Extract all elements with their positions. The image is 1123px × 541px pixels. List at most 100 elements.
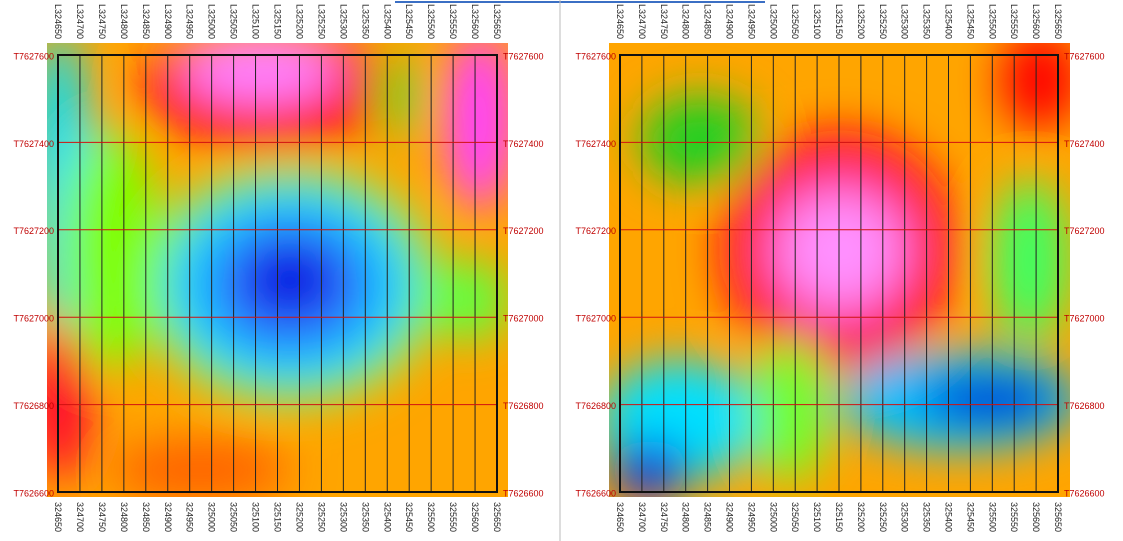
tie-label-left: T7627400 [13, 139, 54, 149]
line-label-bottom: 325350 [922, 502, 932, 532]
tie-label-left: T7626600 [575, 488, 616, 498]
tie-label-left: T7627200 [13, 226, 54, 236]
line-label-top: L324850 [141, 4, 151, 39]
tie-label-left: T7626600 [13, 488, 54, 498]
line-label-top: L325650 [492, 4, 502, 39]
line-label-top: L324950 [746, 4, 756, 39]
line-label-top: L325450 [965, 4, 975, 39]
line-label-top: L325150 [273, 4, 283, 39]
line-label-top: L325000 [768, 4, 778, 39]
tie-label-right: T7627000 [1064, 314, 1105, 324]
line-label-bottom: 325250 [878, 502, 888, 532]
line-label-bottom: 325100 [812, 502, 822, 532]
line-label-top: L325100 [812, 4, 822, 39]
line-label-top: L325050 [229, 4, 239, 39]
line-label-top: L325350 [922, 4, 932, 39]
line-label-bottom: 325450 [965, 502, 975, 532]
line-label-top: L324750 [659, 4, 669, 39]
line-label-top: L325600 [1031, 4, 1041, 39]
line-label-bottom: 325150 [834, 502, 844, 532]
line-label-top: L325600 [470, 4, 480, 39]
line-label-bottom: 325200 [856, 502, 866, 532]
line-label-bottom: 324750 [97, 502, 107, 532]
line-label-bottom: 325050 [229, 502, 239, 532]
line-label-top: L324900 [725, 4, 735, 39]
line-label-top: L325550 [448, 4, 458, 39]
tie-label-right: T7626800 [1064, 401, 1105, 411]
line-label-top: L324900 [163, 4, 173, 39]
tie-label-left: T7627600 [575, 51, 616, 61]
line-label-bottom: 324800 [681, 502, 691, 532]
line-label-top: L325500 [987, 4, 997, 39]
line-label-bottom: 324700 [637, 502, 647, 532]
frame [619, 54, 1059, 493]
line-label-bottom: 325000 [768, 502, 778, 532]
line-label-bottom: 325550 [1009, 502, 1019, 532]
line-label-top: L324650 [615, 4, 625, 39]
line-label-top: L325350 [360, 4, 370, 39]
line-label-top: L324800 [119, 4, 129, 39]
tie-label-right: T7627600 [1064, 51, 1105, 61]
line-label-bottom: 325600 [470, 502, 480, 532]
tie-label-right: T7627400 [503, 139, 544, 149]
tie-label-left: T7626800 [13, 401, 54, 411]
line-label-top: L324750 [97, 4, 107, 39]
line-label-top: L325150 [834, 4, 844, 39]
line-label-bottom: 325250 [316, 502, 326, 532]
line-label-bottom: 325650 [1053, 502, 1063, 532]
line-label-top: L325200 [294, 4, 304, 39]
line-label-bottom: 324700 [75, 502, 85, 532]
line-label-top: L325550 [1009, 4, 1019, 39]
line-label-top: L324650 [53, 4, 63, 39]
tie-label-right: T7626600 [1064, 488, 1105, 498]
tie-label-left: T7626800 [575, 401, 616, 411]
line-label-top: L325250 [878, 4, 888, 39]
line-label-bottom: 325400 [382, 502, 392, 532]
line-label-top: L325450 [404, 4, 414, 39]
line-label-bottom: 325300 [338, 502, 348, 532]
heatmap-left [47, 43, 508, 497]
tie-label-right: T7627400 [1064, 139, 1105, 149]
line-label-top: L324850 [703, 4, 713, 39]
line-label-bottom: 325500 [426, 502, 436, 532]
tie-label-left: T7627200 [575, 226, 616, 236]
tie-label-left: T7627000 [13, 314, 54, 324]
line-label-bottom: 325200 [294, 502, 304, 532]
line-label-bottom: 324800 [119, 502, 129, 532]
tie-label-right: T7626800 [503, 401, 544, 411]
tie-label-right: T7627200 [1064, 226, 1105, 236]
line-label-bottom: 324650 [615, 502, 625, 532]
line-label-bottom: 325350 [360, 502, 370, 532]
tie-label-right: T7627600 [503, 51, 544, 61]
line-label-top: L325500 [426, 4, 436, 39]
tie-label-left: T7627400 [575, 139, 616, 149]
line-label-top: L324700 [637, 4, 647, 39]
line-label-bottom: 324950 [185, 502, 195, 532]
line-label-top: L325300 [338, 4, 348, 39]
line-label-bottom: 325400 [944, 502, 954, 532]
line-label-bottom: 325000 [207, 502, 217, 532]
line-label-bottom: 325450 [404, 502, 414, 532]
tie-label-right: T7627200 [503, 226, 544, 236]
line-label-bottom: 325050 [790, 502, 800, 532]
line-label-top: L325000 [207, 4, 217, 39]
line-label-bottom: 325650 [492, 502, 502, 532]
line-label-top: L325400 [944, 4, 954, 39]
line-label-top: L324950 [185, 4, 195, 39]
tie-label-right: T7626600 [503, 488, 544, 498]
line-label-bottom: 325300 [900, 502, 910, 532]
line-label-bottom: 325100 [251, 502, 261, 532]
tie-label-left: T7627600 [13, 51, 54, 61]
line-label-bottom: 324850 [141, 502, 151, 532]
line-label-bottom: 325550 [448, 502, 458, 532]
line-label-bottom: 324950 [746, 502, 756, 532]
line-label-top: L325200 [856, 4, 866, 39]
heatmap-right [609, 43, 1070, 497]
line-label-bottom: 324750 [659, 502, 669, 532]
line-label-bottom: 324900 [725, 502, 735, 532]
line-label-bottom: 324850 [703, 502, 713, 532]
line-label-bottom: 325500 [987, 502, 997, 532]
line-label-bottom: 324650 [53, 502, 63, 532]
